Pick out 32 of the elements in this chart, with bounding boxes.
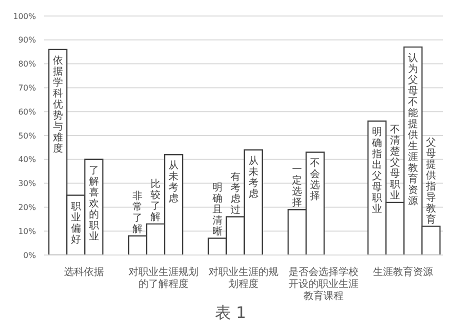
text: 表 1: [214, 303, 248, 324]
y-tick-label: 100%: [13, 12, 36, 21]
data-label: 从未考虑: [168, 160, 179, 205]
text: 依据学科优势与难度: [52, 55, 63, 154]
data-label: 不会选择: [310, 158, 320, 202]
data-label: 一定选择: [292, 164, 302, 209]
y-tick-label: 30%: [18, 179, 36, 188]
y-tick-label: 80%: [18, 60, 36, 69]
x-tick-label: 选科依据: [64, 266, 104, 278]
data-label: 职业偏好: [70, 201, 81, 246]
data-label: 有考虑过: [230, 170, 240, 216]
text: 认为父母不能提供生涯教育资源: [408, 53, 418, 208]
data-label: 非常了解: [132, 190, 143, 235]
x-tick-label: 是否会选择学校开设的职业生涯教育课程: [288, 266, 358, 302]
x-tick-label: 对职业生涯规划的了解程度: [128, 266, 199, 290]
y-tick-label: 40%: [18, 155, 36, 164]
data-label: 从未考虑: [248, 154, 258, 200]
data-label: 比较了解: [150, 178, 161, 223]
data-label: 不清楚父母职业: [390, 124, 400, 202]
y-tick-label: 90%: [18, 36, 36, 45]
y-tick-label: 60%: [18, 107, 36, 116]
data-label: 了解喜欢的职业: [88, 165, 99, 242]
x-tick-label: 对职业生涯的规划程度: [208, 266, 278, 290]
x-tick-label: 生涯教育资源: [373, 266, 434, 278]
data-label: 明确指出父母职业: [370, 127, 382, 216]
y-tick-label: 0%: [23, 250, 36, 260]
y-tick-label: 70%: [18, 84, 36, 93]
y-tick-label: 10%: [18, 226, 36, 236]
data-label: 明确且清晰: [211, 182, 222, 238]
data-label: 父母提供指导教育: [424, 136, 436, 226]
y-tick-label: 20%: [18, 203, 36, 212]
y-tick-label: 50%: [18, 131, 36, 140]
